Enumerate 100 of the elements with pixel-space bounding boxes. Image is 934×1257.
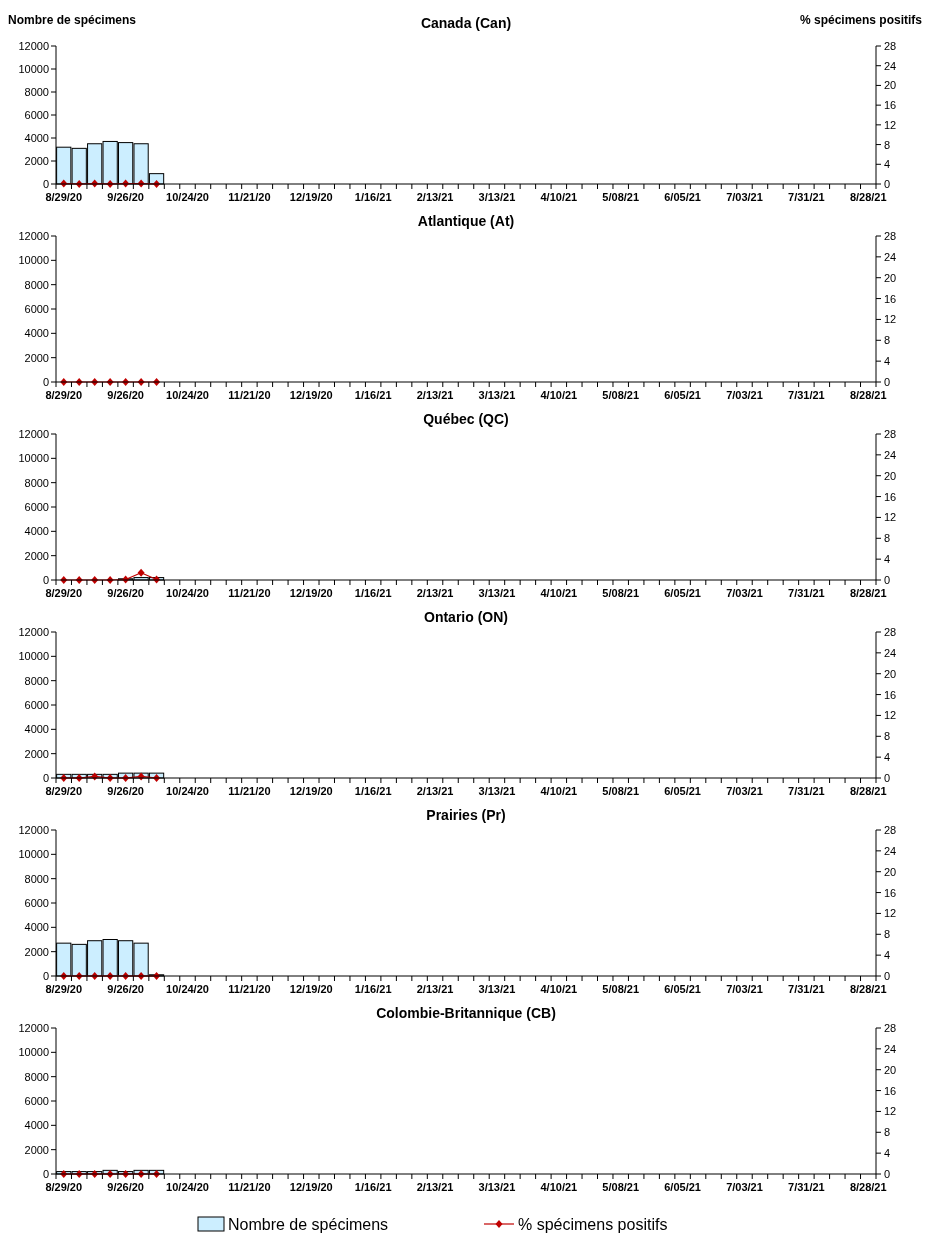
x-tick-label: 9/26/20: [107, 587, 144, 599]
y-tick-label: 6000: [24, 303, 49, 315]
x-tick-label: 1/16/21: [354, 1181, 392, 1193]
y2-tick-label: 12: [884, 313, 897, 326]
y2-tick-label: 8: [884, 1126, 891, 1139]
x-tick-label: 10/24/20: [166, 389, 209, 401]
y-tick-label: 4000: [24, 525, 49, 538]
x-tick-label: 2/13/21: [416, 1181, 454, 1193]
y2-tick-label: 0: [884, 1168, 891, 1180]
chart-title: Prairies (Pr): [426, 807, 506, 823]
x-tick-label: 2/13/21: [416, 587, 454, 599]
x-tick-label: 1/16/21: [354, 587, 392, 599]
x-tick-label: 10/24/20: [166, 587, 209, 599]
x-tick-label: 11/21/20: [228, 587, 271, 599]
y-tick-label: 10000: [18, 1046, 49, 1059]
y-tick-label: 6000: [24, 109, 49, 121]
y-tick-label: 6000: [24, 501, 49, 513]
x-tick-label: 8/29/20: [45, 587, 83, 599]
x-tick-label: 3/13/21: [478, 587, 516, 599]
legend-label: Nombre de spécimens: [228, 1216, 389, 1233]
y-tick-label: 2000: [24, 1143, 49, 1156]
y-tick-label: 2000: [24, 747, 49, 760]
x-tick-label: 3/13/21: [478, 1181, 516, 1193]
x-tick-label: 9/26/20: [107, 983, 144, 995]
x-tick-label: 7/03/21: [726, 983, 763, 995]
y2-tick-label: 16: [884, 886, 897, 899]
y-tick-label: 8000: [24, 476, 49, 489]
x-tick-label: 7/31/21: [788, 983, 825, 995]
x-tick-label: 9/26/20: [107, 785, 144, 797]
x-tick-label: 10/24/20: [166, 191, 209, 203]
y-tick-label: 4000: [24, 327, 49, 340]
y2-tick-label: 16: [884, 490, 897, 503]
y2-tick-label: 4: [884, 1147, 891, 1160]
y-tick-label: 4000: [24, 921, 49, 934]
y-tick-label: 2000: [24, 549, 49, 562]
y2-tick-label: 20: [884, 667, 897, 680]
x-tick-label: 2/13/21: [416, 983, 454, 995]
y-tick-label: 12000: [18, 626, 49, 638]
y2-tick-label: 28: [884, 626, 897, 638]
x-tick-label: 5/08/21: [602, 983, 640, 995]
x-tick-label: 7/03/21: [726, 1181, 763, 1193]
x-tick-label: 6/05/21: [664, 785, 701, 797]
y2-tick-label: 8: [884, 928, 891, 941]
x-tick-label: 5/08/21: [602, 785, 640, 797]
x-tick-label: 8/29/20: [45, 389, 83, 401]
y2-tick-label: 8: [884, 532, 891, 545]
x-tick-label: 8/28/21: [849, 1181, 887, 1193]
x-tick-label: 1/16/21: [354, 389, 392, 401]
y2-tick-label: 0: [884, 574, 891, 586]
y-tick-label: 12000: [18, 428, 49, 440]
y2-tick-label: 24: [884, 844, 897, 857]
chart-title: Canada (Can): [420, 15, 512, 31]
x-tick-label: 7/31/21: [788, 785, 825, 797]
y-tick-label: 0: [42, 178, 49, 190]
y2-tick-label: 24: [884, 250, 897, 263]
y2-tick-label: 24: [884, 646, 897, 659]
x-tick-label: 6/05/21: [664, 587, 701, 599]
y-tick-label: 6000: [24, 699, 49, 711]
x-tick-label: 8/29/20: [45, 983, 83, 995]
x-tick-label: 7/03/21: [726, 389, 763, 401]
x-tick-label: 8/28/21: [849, 785, 887, 797]
x-tick-label: 12/19/20: [289, 587, 333, 599]
x-tick-label: 3/13/21: [478, 191, 516, 203]
y-tick-label: 8000: [24, 1070, 49, 1083]
y2-tick-label: 24: [884, 448, 897, 461]
y2-tick-label: 0: [884, 178, 891, 190]
y-tick-label: 2000: [24, 945, 49, 958]
x-tick-label: 5/08/21: [602, 1181, 640, 1193]
x-tick-label: 5/08/21: [602, 389, 640, 401]
y2-tick-label: 8: [884, 138, 891, 151]
x-tick-label: 5/08/21: [602, 587, 640, 599]
x-tick-label: 11/21/20: [228, 983, 271, 995]
x-tick-label: 11/21/20: [228, 191, 271, 203]
x-tick-label: 3/13/21: [478, 785, 516, 797]
y2-tick-label: 0: [884, 772, 891, 784]
y2-tick-label: 16: [884, 292, 897, 305]
chart-title: Québec (QC): [423, 411, 509, 427]
x-tick-label: 5/08/21: [602, 191, 640, 203]
x-tick-label: 4/10/21: [540, 587, 578, 599]
y-tick-label: 12000: [18, 40, 49, 52]
y-tick-label: 0: [42, 376, 49, 388]
y-tick-label: 6000: [24, 897, 49, 909]
y2-tick-label: 28: [884, 1022, 897, 1034]
y-tick-label: 10000: [18, 63, 49, 75]
y2-tick-label: 12: [884, 709, 897, 722]
y2-tick-label: 4: [884, 553, 891, 566]
y2-tick-label: 20: [884, 865, 897, 878]
y2-tick-label: 16: [884, 1084, 897, 1097]
x-tick-label: 10/24/20: [166, 983, 209, 995]
y2-tick-label: 4: [884, 355, 891, 368]
x-tick-label: 11/21/20: [228, 785, 271, 797]
y2-tick-label: 8: [884, 730, 891, 743]
x-tick-label: 6/05/21: [664, 983, 701, 995]
x-tick-label: 11/21/20: [228, 1181, 271, 1193]
x-tick-label: 8/28/21: [849, 983, 887, 995]
x-tick-label: 12/19/20: [289, 389, 333, 401]
x-tick-label: 7/31/21: [788, 587, 825, 599]
x-tick-label: 8/28/21: [849, 587, 887, 599]
x-tick-label: 2/13/21: [416, 389, 454, 401]
x-tick-label: 10/24/20: [166, 1181, 209, 1193]
